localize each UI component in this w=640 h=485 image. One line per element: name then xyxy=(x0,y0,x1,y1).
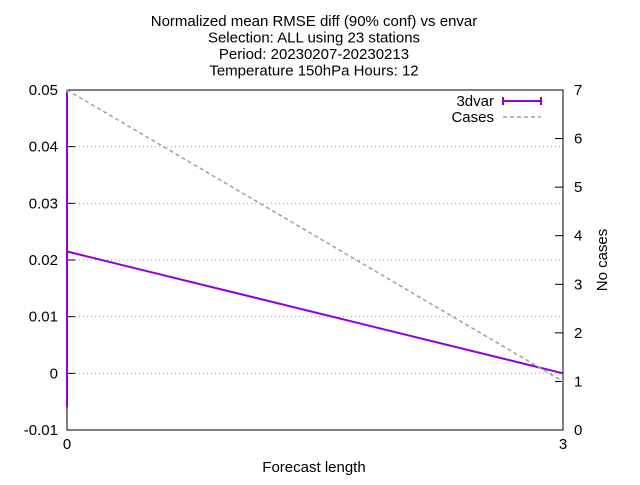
y2-tick-label: 2 xyxy=(574,325,582,342)
series-line-3dvar xyxy=(66,250,564,375)
y2-tick-label: 1 xyxy=(574,373,582,390)
x-axis-label: Forecast length xyxy=(262,459,365,476)
y-tick-label: -0.01 xyxy=(24,422,58,439)
y-tick-label: 0.05 xyxy=(29,82,58,99)
y-axis-ticks: -0.01 0 0.01 0.02 0.03 0.04 0.05 xyxy=(24,82,75,439)
y-tick-label: 0.02 xyxy=(29,252,58,269)
chart-title: Normalized mean RMSE diff (90% conf) vs … xyxy=(151,13,478,80)
series-line-cases xyxy=(66,89,564,383)
y-tick-label: 0.04 xyxy=(29,139,58,156)
x-tick-label: 0 xyxy=(63,436,71,453)
title-line: Temperature 150hPa Hours: 12 xyxy=(209,63,418,80)
series-layer xyxy=(66,89,564,408)
x-tick-label: 3 xyxy=(559,436,567,453)
y-tick-label: 0 xyxy=(50,365,58,382)
gridlines xyxy=(67,146,563,374)
legend-label: Cases xyxy=(451,109,494,126)
legend-label: 3dvar xyxy=(456,93,494,110)
y2-tick-label: 5 xyxy=(574,179,582,196)
title-line: Selection: ALL using 23 stations xyxy=(208,30,420,47)
y-tick-label: 0.01 xyxy=(29,309,58,326)
title-line: Normalized mean RMSE diff (90% conf) vs … xyxy=(151,13,478,30)
y2-tick-label: 0 xyxy=(574,422,582,439)
y2-axis-ticks: 0 1 2 3 4 5 6 7 xyxy=(555,82,582,439)
y2-tick-label: 6 xyxy=(574,131,582,148)
title-line: Period: 20230207-20230213 xyxy=(219,46,409,63)
y-tick-label: 0.03 xyxy=(29,195,58,212)
y2-tick-label: 4 xyxy=(574,228,582,245)
y2-tick-label: 3 xyxy=(574,276,582,293)
y2-axis-label: No cases xyxy=(594,229,611,292)
y2-tick-label: 7 xyxy=(574,82,582,99)
